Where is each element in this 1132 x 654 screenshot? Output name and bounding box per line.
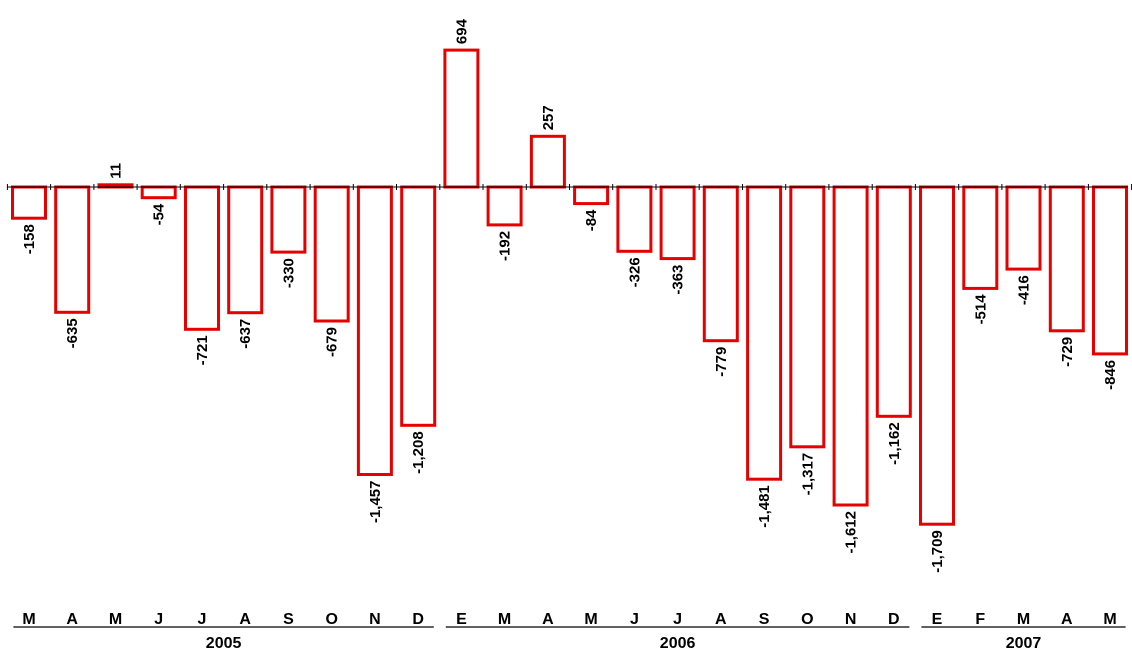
bar-9 [400,185,437,427]
month-label: J [630,611,639,628]
value-label: 11 [108,163,125,179]
value-label: -1,612 [843,511,860,554]
bar-23 [1005,185,1042,271]
bar-10 [443,48,480,189]
bar-5 [227,185,264,315]
bar-6 [270,185,307,254]
bar-3 [140,185,177,200]
month-label: J [198,611,207,628]
value-label: -1,457 [367,481,384,524]
month-label: A [66,611,78,628]
bar-14 [616,185,653,253]
value-label: -637 [237,319,254,349]
value-label: -846 [1102,360,1119,390]
bar-1 [54,185,91,314]
month-label: D [412,611,424,628]
bar-4 [184,185,220,331]
bar-25 [1092,185,1128,356]
bar-17 [746,185,783,481]
month-label: M [1103,611,1116,628]
month-label: A [542,611,554,628]
value-label: -1,162 [886,422,903,465]
value-label: -416 [1016,275,1033,305]
bar-24 [1048,185,1085,333]
year-label: 2006 [660,635,696,652]
value-label: -721 [194,335,211,365]
bar-16 [702,185,739,343]
value-label: -1,208 [410,431,427,474]
month-label: M [584,611,597,628]
month-label: J [154,611,163,628]
month-label: D [888,611,900,628]
bar-13 [573,185,610,206]
value-label: -635 [64,318,81,348]
month-label: O [325,611,337,628]
month-label: M [498,611,511,628]
month-label: S [759,611,770,628]
month-label: E [932,611,943,628]
value-label: -1,317 [799,453,816,496]
value-label: 694 [453,18,470,44]
value-label: -84 [583,209,600,231]
month-label: A [239,611,251,628]
bar-12 [529,134,566,189]
value-label: -363 [670,265,687,295]
value-label: -679 [324,327,341,357]
bar-15 [659,185,696,261]
bar-18 [789,185,826,449]
value-label: -1,481 [756,485,773,528]
month-label: N [369,611,381,628]
month-label: O [801,611,813,628]
month-label: S [283,611,294,628]
value-label: -158 [21,224,38,254]
bar-19 [832,185,869,507]
bar-7 [313,185,350,323]
value-label: -1,709 [929,530,946,573]
month-label: M [1017,611,1030,628]
bar-0 [11,185,47,220]
value-label: -729 [1059,337,1076,367]
value-label: -514 [972,294,989,325]
month-label: F [975,611,985,628]
month-label: N [845,611,857,628]
month-label: J [673,611,682,628]
month-label: M [22,611,35,628]
bar-20 [875,185,912,418]
value-label: -326 [626,257,643,287]
value-label: -779 [713,347,730,377]
month-label: A [715,611,727,628]
bar-21 [919,185,955,526]
value-label: -54 [151,203,168,225]
value-label: 257 [540,105,557,130]
year-label: 2007 [1006,635,1042,652]
value-label: -192 [497,231,514,261]
month-label: A [1061,611,1073,628]
month-label: E [456,611,467,628]
value-label: -330 [280,258,297,288]
month-label: M [109,611,122,628]
bar-11 [486,185,523,227]
bar-8 [356,185,393,476]
year-label: 2005 [206,635,242,652]
bar-22 [962,185,999,290]
